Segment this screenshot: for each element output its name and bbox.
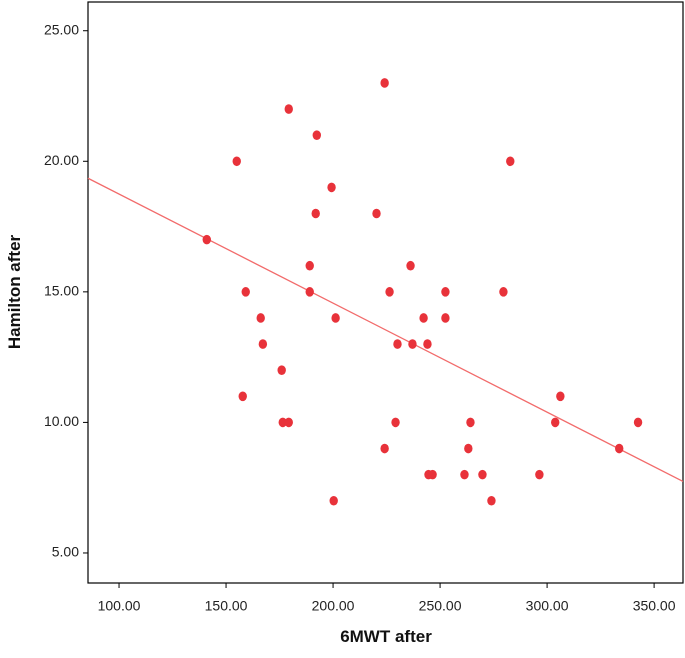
point [327, 182, 336, 193]
point [284, 104, 293, 114]
y-tick-label: 5.00 [52, 544, 79, 560]
y-tick-label: 25.00 [44, 21, 79, 37]
x-tick-label: 350.00 [633, 598, 676, 614]
point [305, 260, 314, 271]
x-tick-label: 300.00 [526, 598, 569, 614]
point [305, 287, 314, 297]
x-axis-title: 6MWT after [340, 627, 432, 646]
point [464, 443, 473, 454]
point [615, 443, 624, 454]
point [478, 469, 487, 480]
point [312, 130, 321, 140]
point [466, 417, 475, 428]
point [380, 443, 389, 454]
point [441, 287, 450, 297]
point [238, 391, 247, 402]
point [556, 391, 565, 402]
y-axis-title: Hamilton after [5, 234, 24, 349]
x-tick-label: 200.00 [312, 598, 355, 614]
point [232, 156, 241, 167]
point [241, 287, 250, 297]
y-tick-label: 10.00 [44, 413, 79, 429]
point [372, 208, 381, 219]
x-tick-label: 150.00 [205, 598, 248, 614]
point [428, 469, 437, 480]
point [487, 495, 496, 506]
point [499, 287, 508, 297]
x-tick-label: 250.00 [419, 598, 462, 614]
point [506, 156, 515, 167]
point [202, 234, 211, 245]
point [385, 287, 394, 297]
point [535, 469, 544, 480]
point [633, 417, 643, 428]
point [256, 313, 265, 323]
point [406, 260, 415, 271]
point [311, 208, 320, 219]
point [258, 339, 268, 349]
y-tick-label: 15.00 [44, 283, 79, 299]
point [441, 313, 450, 323]
y-tick-label: 20.00 [44, 152, 79, 168]
point [284, 417, 293, 428]
x-tick-label: 100.00 [98, 598, 141, 614]
point [551, 417, 560, 428]
point [393, 339, 402, 349]
point [329, 495, 338, 506]
point [408, 339, 417, 349]
point [380, 78, 389, 88]
point [460, 469, 469, 480]
point [419, 313, 428, 323]
point [277, 365, 286, 375]
point [278, 417, 287, 428]
fit-line [87, 177, 684, 483]
point [423, 339, 432, 349]
point [391, 417, 400, 428]
point [331, 313, 340, 323]
